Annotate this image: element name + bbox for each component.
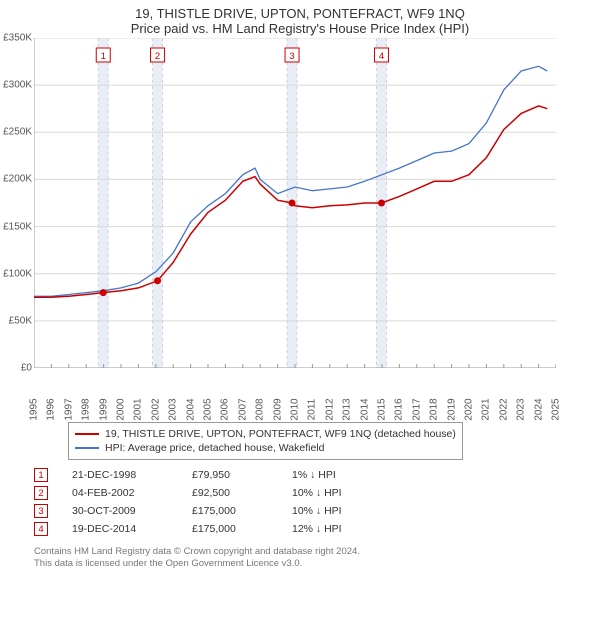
x-tick-label: 2012 bbox=[324, 398, 335, 420]
x-tick-label: 2011 bbox=[307, 399, 318, 421]
sale-delta: 1% ↓ HPI bbox=[292, 469, 380, 481]
legend-label: HPI: Average price, detached house, Wake… bbox=[105, 442, 324, 454]
y-tick-label: £100K bbox=[0, 268, 34, 279]
svg-text:4: 4 bbox=[379, 51, 384, 62]
sale-price: £92,500 bbox=[192, 487, 272, 499]
sales-table-row: 3 30-OCT-2009 £175,000 10% ↓ HPI bbox=[34, 502, 600, 520]
x-tick-label: 1996 bbox=[46, 398, 57, 420]
x-tick-label: 2006 bbox=[220, 398, 231, 420]
x-tick-label: 2017 bbox=[411, 398, 422, 420]
sale-date: 21-DEC-1998 bbox=[72, 469, 172, 481]
x-tick-label: 2014 bbox=[359, 398, 370, 420]
x-tick-label: 2007 bbox=[237, 398, 248, 420]
svg-text:1: 1 bbox=[101, 51, 106, 62]
chart-title: 19, THISTLE DRIVE, UPTON, PONTEFRACT, WF… bbox=[0, 0, 600, 38]
legend-swatch bbox=[75, 433, 99, 435]
x-tick-label: 2024 bbox=[533, 398, 544, 420]
x-tick-label: 2021 bbox=[481, 398, 492, 420]
chart-svg: 1 2 3 4 bbox=[34, 38, 556, 368]
y-tick-label: £150K bbox=[0, 221, 34, 232]
plot-area: 1 2 3 4 bbox=[34, 38, 556, 368]
x-tick-label: 2016 bbox=[394, 398, 405, 420]
x-tick-label: 2003 bbox=[168, 398, 179, 420]
x-tick-label: 2008 bbox=[255, 398, 266, 420]
title-line-1: 19, THISTLE DRIVE, UPTON, PONTEFRACT, WF… bbox=[0, 6, 600, 21]
y-tick-label: £200K bbox=[0, 174, 34, 185]
y-tick-label: £250K bbox=[0, 127, 34, 138]
sales-table: 1 21-DEC-1998 £79,950 1% ↓ HPI 2 04-FEB-2002 £… bbox=[34, 466, 600, 538]
x-tick-label: 1998 bbox=[81, 398, 92, 420]
x-tick-label: 2009 bbox=[272, 398, 283, 420]
sales-table-row: 1 21-DEC-1998 £79,950 1% ↓ HPI bbox=[34, 466, 600, 484]
y-tick-label: £50K bbox=[0, 315, 34, 326]
sale-delta: 10% ↓ HPI bbox=[292, 505, 380, 517]
footer-line-2: This data is licensed under the Open Gov… bbox=[34, 558, 566, 570]
sale-number-badge: 1 bbox=[34, 468, 48, 482]
sale-delta: 10% ↓ HPI bbox=[292, 487, 380, 499]
sale-number-badge: 2 bbox=[34, 486, 48, 500]
y-tick-label: £0 bbox=[0, 363, 34, 374]
footer: Contains HM Land Registry data © Crown c… bbox=[34, 546, 566, 571]
footer-line-1: Contains HM Land Registry data © Crown c… bbox=[34, 546, 566, 558]
svg-text:3: 3 bbox=[289, 51, 294, 62]
x-tick-label: 2018 bbox=[429, 398, 440, 420]
y-tick-label: £300K bbox=[0, 80, 34, 91]
legend: 19, THISTLE DRIVE, UPTON, PONTEFRACT, WF… bbox=[68, 422, 463, 460]
x-tick-label: 2004 bbox=[185, 398, 196, 420]
y-axis: £0£50K£100K£150K£200K£250K£300K£350K bbox=[0, 38, 34, 368]
x-tick-label: 2025 bbox=[551, 398, 562, 420]
x-axis: 1995199619971998199920002001200220032004… bbox=[34, 368, 556, 418]
x-tick-label: 2002 bbox=[150, 398, 161, 420]
sales-table-row: 2 04-FEB-2002 £92,500 10% ↓ HPI bbox=[34, 484, 600, 502]
sales-table-row: 4 19-DEC-2014 £175,000 12% ↓ HPI bbox=[34, 520, 600, 538]
x-tick-label: 2023 bbox=[516, 398, 527, 420]
chart: £0£50K£100K£150K£200K£250K£300K£350K 123… bbox=[34, 38, 594, 418]
sale-price: £175,000 bbox=[192, 505, 272, 517]
x-tick-label: 2010 bbox=[290, 398, 301, 420]
x-tick-label: 2001 bbox=[133, 398, 144, 420]
sale-number-badge: 4 bbox=[34, 522, 48, 536]
x-tick-label: 2000 bbox=[116, 398, 127, 420]
sale-date: 30-OCT-2009 bbox=[72, 505, 172, 517]
svg-text:2: 2 bbox=[155, 51, 160, 62]
x-tick-label: 1995 bbox=[29, 398, 40, 420]
sale-number-badge: 3 bbox=[34, 504, 48, 518]
x-tick-label: 2013 bbox=[342, 398, 353, 420]
x-tick-label: 1999 bbox=[98, 398, 109, 420]
x-tick-label: 2022 bbox=[498, 398, 509, 420]
legend-label: 19, THISTLE DRIVE, UPTON, PONTEFRACT, WF… bbox=[105, 428, 456, 440]
title-line-2: Price paid vs. HM Land Registry's House … bbox=[0, 21, 600, 36]
sale-price: £79,950 bbox=[192, 469, 272, 481]
y-tick-label: £350K bbox=[0, 33, 34, 44]
x-tick-label: 2020 bbox=[464, 398, 475, 420]
legend-row: 19, THISTLE DRIVE, UPTON, PONTEFRACT, WF… bbox=[75, 427, 456, 441]
sale-delta: 12% ↓ HPI bbox=[292, 523, 380, 535]
x-tick-label: 2005 bbox=[203, 398, 214, 420]
x-tick-label: 2015 bbox=[377, 398, 388, 420]
sale-date: 19-DEC-2014 bbox=[72, 523, 172, 535]
legend-row: HPI: Average price, detached house, Wake… bbox=[75, 441, 456, 455]
sale-price: £175,000 bbox=[192, 523, 272, 535]
legend-swatch bbox=[75, 447, 99, 449]
sale-date: 04-FEB-2002 bbox=[72, 487, 172, 499]
x-tick-label: 2019 bbox=[446, 398, 457, 420]
x-tick-label: 1997 bbox=[63, 398, 74, 420]
